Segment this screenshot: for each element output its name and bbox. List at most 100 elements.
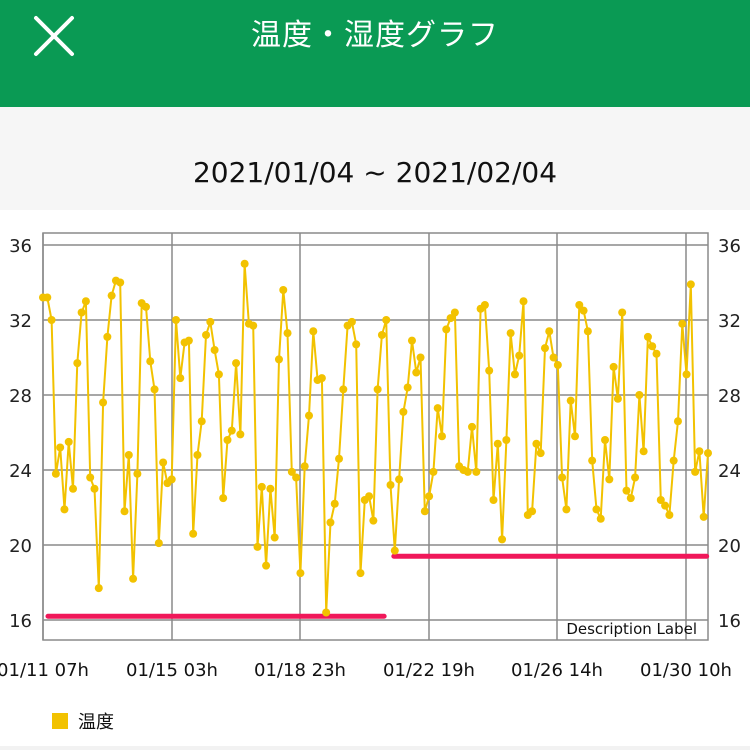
data-point bbox=[399, 407, 408, 416]
data-point bbox=[403, 383, 412, 392]
data-point bbox=[197, 417, 206, 426]
data-point bbox=[236, 430, 245, 439]
data-point bbox=[446, 314, 455, 323]
data-point bbox=[232, 359, 241, 368]
data-point bbox=[665, 511, 674, 519]
y-tick-label-right: 16 bbox=[718, 611, 741, 632]
data-point bbox=[622, 486, 631, 495]
data-point bbox=[64, 437, 73, 446]
data-point bbox=[214, 370, 223, 379]
line-chart[interactable]: 16 20 24 28 32 36 16 20 24 28 32 36 01/11 07h 01/15 0… bbox=[0, 210, 750, 690]
data-point bbox=[605, 475, 614, 484]
data-point bbox=[618, 308, 627, 317]
data-point bbox=[553, 361, 562, 369]
data-point bbox=[639, 447, 648, 456]
data-point bbox=[373, 385, 382, 394]
data-point bbox=[51, 469, 60, 478]
data-point bbox=[438, 432, 446, 441]
data-point bbox=[601, 436, 610, 444]
data-point bbox=[352, 340, 361, 349]
data-point bbox=[223, 436, 232, 444]
y-tick-label-right: 36 bbox=[718, 236, 741, 257]
data-point bbox=[575, 301, 584, 309]
data-point bbox=[386, 481, 395, 489]
y-tick-label-right: 28 bbox=[718, 386, 741, 407]
data-point bbox=[219, 494, 228, 503]
data-point bbox=[442, 325, 451, 334]
data-point bbox=[678, 319, 687, 328]
data-point bbox=[704, 449, 712, 458]
data-point bbox=[322, 608, 331, 617]
data-point bbox=[425, 492, 434, 501]
data-point bbox=[309, 327, 318, 336]
chart-canvas: 16 20 24 28 32 36 16 20 24 28 32 36 01/11 07h 01/15 0… bbox=[0, 232, 741, 681]
legend-label: 温度 bbox=[78, 712, 114, 733]
data-point bbox=[133, 469, 142, 478]
data-point bbox=[648, 342, 657, 351]
date-range-band bbox=[0, 107, 750, 210]
data-point bbox=[540, 344, 549, 353]
data-point bbox=[596, 514, 605, 523]
data-point bbox=[317, 374, 326, 383]
data-point bbox=[287, 467, 296, 476]
data-point bbox=[515, 351, 524, 360]
data-point bbox=[202, 331, 211, 339]
data-point bbox=[691, 467, 700, 476]
data-point bbox=[480, 301, 489, 309]
data-point bbox=[673, 417, 682, 426]
x-tick-label: 01/18 23h bbox=[254, 660, 346, 681]
y-tick-label-right: 32 bbox=[718, 311, 741, 332]
y-tick-label-left: 24 bbox=[9, 461, 32, 482]
data-point bbox=[141, 302, 150, 311]
data-point bbox=[240, 259, 249, 268]
data-point bbox=[643, 332, 652, 341]
data-point bbox=[686, 280, 695, 289]
data-point bbox=[433, 404, 442, 413]
data-point bbox=[420, 507, 429, 516]
data-point bbox=[193, 451, 202, 459]
x-tick-label: 01/26 14h bbox=[511, 660, 603, 681]
data-point bbox=[60, 505, 69, 514]
data-point bbox=[463, 467, 472, 476]
data-point bbox=[682, 370, 691, 379]
data-point bbox=[369, 516, 378, 525]
data-point bbox=[206, 317, 215, 326]
x-tick-label: 01/30 10h bbox=[640, 660, 732, 681]
data-point bbox=[571, 432, 579, 441]
data-point bbox=[489, 496, 498, 504]
data-point bbox=[43, 293, 52, 302]
date-range-label: 2021/01/04 ~ 2021/02/04 bbox=[192, 156, 558, 189]
data-point bbox=[377, 331, 386, 339]
data-point bbox=[562, 505, 571, 514]
data-point bbox=[262, 561, 271, 570]
data-point bbox=[81, 297, 90, 306]
y-tick-label-left: 16 bbox=[9, 611, 32, 632]
y-tick-label-left: 32 bbox=[9, 311, 32, 332]
data-point bbox=[536, 449, 545, 458]
data-point bbox=[493, 439, 502, 448]
data-point bbox=[270, 533, 279, 542]
y-tick-label-left: 36 bbox=[9, 236, 32, 257]
data-point bbox=[154, 539, 163, 548]
data-point bbox=[90, 484, 99, 493]
bottom-divider bbox=[0, 746, 750, 750]
data-point bbox=[661, 501, 670, 510]
data-point bbox=[412, 368, 421, 377]
data-point bbox=[116, 278, 125, 287]
data-point bbox=[631, 473, 640, 482]
data-point bbox=[249, 321, 258, 330]
data-point bbox=[558, 473, 567, 482]
data-point bbox=[656, 496, 665, 504]
close-button[interactable] bbox=[26, 8, 82, 64]
data-point bbox=[94, 584, 103, 593]
data-point bbox=[150, 385, 159, 394]
close-icon bbox=[34, 16, 74, 56]
data-point bbox=[395, 475, 404, 484]
data-point bbox=[579, 306, 588, 315]
data-point bbox=[296, 569, 305, 578]
x-tick-label: 01/11 07h bbox=[0, 660, 89, 681]
data-point bbox=[502, 436, 511, 444]
data-point bbox=[347, 317, 356, 326]
data-point bbox=[124, 451, 133, 459]
